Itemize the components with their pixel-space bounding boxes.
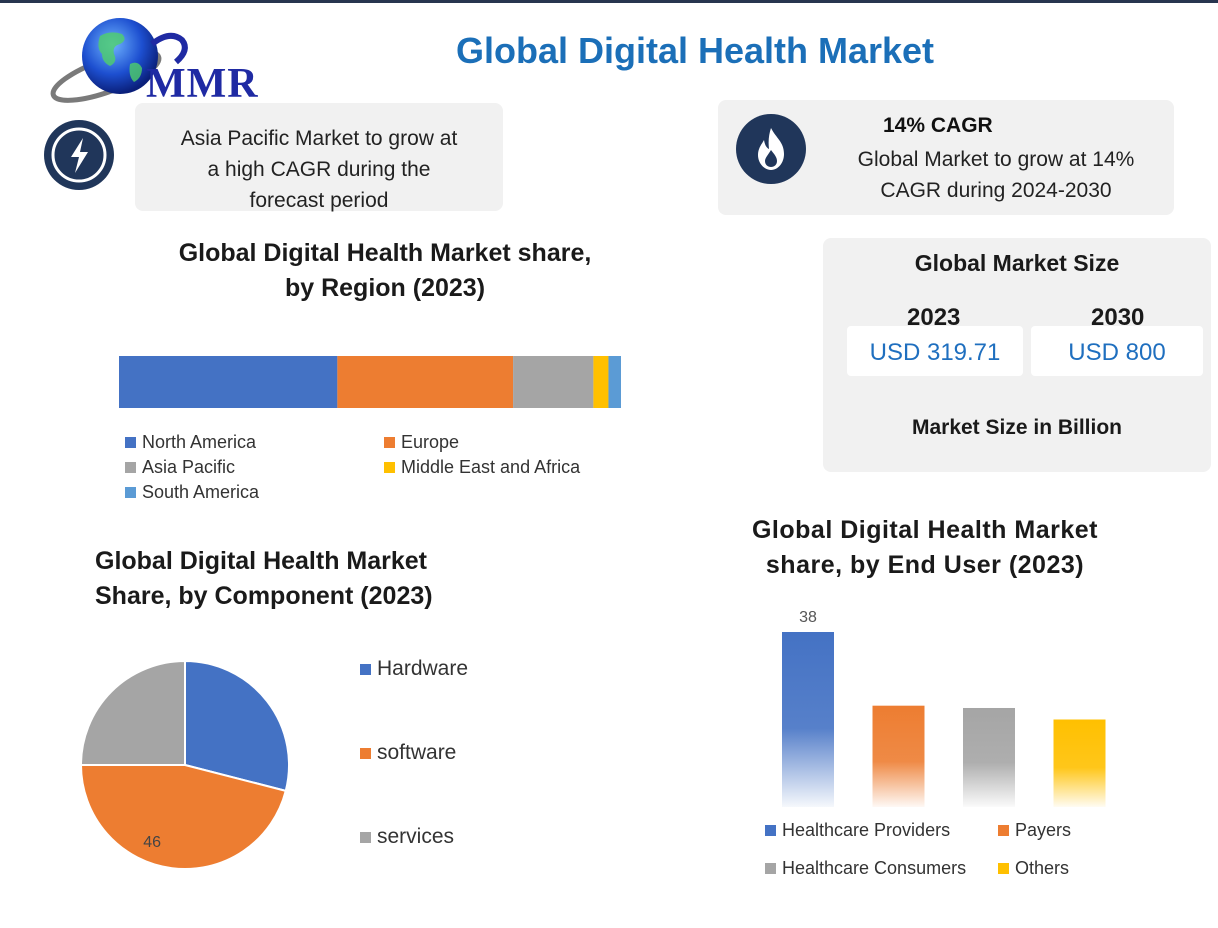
- market-size-card: Global Market Size 2023 2030 USD 319.71 …: [823, 238, 1211, 472]
- end-user-bar-payers: [872, 705, 925, 807]
- pie-data-label-software: 46: [143, 834, 161, 851]
- lightning-icon: [44, 120, 114, 190]
- info-line: forecast period: [249, 189, 389, 212]
- pie-slice-software: [79, 764, 287, 870]
- legend-label: services: [377, 825, 455, 848]
- legend-asia-pacific: Asia Pacific: [125, 457, 235, 478]
- legend-label: South America: [142, 482, 260, 502]
- info-line: a high CAGR during the: [207, 158, 431, 181]
- region-bar-segment-north-america: [119, 356, 338, 408]
- cagr-line: Global Market to grow at 14%: [857, 148, 1135, 171]
- legend-label: Payers: [1015, 820, 1072, 840]
- legend-swatch: [360, 664, 371, 675]
- legend-swatch: [765, 825, 776, 836]
- info-line: Asia Pacific Market to grow at: [180, 127, 458, 150]
- legend-south-america: South America: [125, 482, 259, 503]
- legend-label: Asia Pacific: [142, 457, 236, 477]
- logo-text: MMR: [146, 61, 259, 107]
- legend-swatch: [998, 863, 1009, 874]
- market-size-footnote: Market Size in Billion: [911, 416, 1123, 439]
- legend-swatch: [125, 487, 136, 498]
- market-value-2023: USD 319.71: [847, 326, 1023, 376]
- legend-label: Healthcare Consumers: [782, 858, 967, 878]
- component-chart-title: Global Digital Health Market Share, by C…: [95, 544, 475, 614]
- legend-healthcare-providers: Healthcare Providers: [765, 820, 950, 841]
- region-legend: North America Europe Asia Pacific Middle…: [125, 432, 625, 512]
- legend-hardware: Hardware: [360, 657, 468, 681]
- end-user-bar-chart: 38: [782, 609, 1106, 807]
- legend-software: software: [360, 741, 456, 765]
- cagr-title: 14% CAGR: [883, 114, 993, 137]
- legend-swatch: [360, 748, 371, 759]
- asia-pacific-info-text: Asia Pacific Market to grow at a high CA…: [135, 123, 503, 216]
- region-bar-segment-europe: [337, 356, 514, 408]
- component-title-line: Global Digital Health Market: [95, 547, 428, 575]
- region-bar-segment-south-america: [608, 356, 621, 408]
- legend-middle-east-africa: Middle East and Africa: [384, 457, 580, 478]
- globe-logo-icon: [50, 18, 188, 103]
- legend-services: services: [360, 825, 454, 849]
- legend-swatch: [384, 462, 395, 473]
- legend-swatch: [125, 462, 136, 473]
- component-title-line: Share, by Component (2023): [95, 582, 433, 610]
- cagr-line: CAGR during 2024-2030: [880, 179, 1112, 202]
- legend-swatch: [765, 863, 776, 874]
- end-user-title-line: Global Digital Health Market: [751, 516, 1098, 544]
- end-user-chart-title: Global Digital Health Market share, by E…: [720, 513, 1130, 583]
- region-bar-segment-asia-pacific: [513, 356, 594, 408]
- end-user-bar-healthcare-consumers: [963, 707, 1015, 807]
- legend-payers: Payers: [998, 820, 1071, 841]
- page-title: Global Digital Health Market: [455, 30, 935, 71]
- end-user-title-line: share, by End User (2023): [765, 551, 1085, 579]
- pie-slice-services: [79, 659, 186, 766]
- region-title-line: by Region (2023): [284, 274, 486, 302]
- market-value-2030: USD 800: [1031, 326, 1203, 376]
- market-size-title: Global Market Size: [914, 250, 1120, 276]
- component-legend: Hardware software services: [360, 655, 560, 855]
- legend-north-america: North America: [125, 432, 256, 453]
- legend-swatch: [384, 437, 395, 448]
- end-user-data-label-healthcare-providers: 38: [799, 609, 817, 626]
- region-title-line: Global Digital Health Market share,: [178, 239, 592, 267]
- cagr-text: Global Market to grow at 14% CAGR during…: [836, 144, 1156, 206]
- region-bar-segment-middle-east-and-africa: [593, 356, 609, 408]
- legend-label: Middle East and Africa: [401, 457, 581, 477]
- component-pie-chart: 46: [79, 659, 290, 870]
- mmr-logo: MMR: [48, 14, 288, 109]
- legend-label: software: [377, 741, 457, 764]
- pie-slice-hardware: [184, 659, 290, 793]
- legend-swatch: [998, 825, 1009, 836]
- region-stacked-bar-chart: [119, 356, 621, 408]
- legend-label: Europe: [401, 432, 460, 452]
- end-user-bar-healthcare-providers: [782, 632, 834, 807]
- legend-europe: Europe: [384, 432, 459, 453]
- legend-swatch: [125, 437, 136, 448]
- legend-others: Others: [998, 858, 1069, 879]
- legend-label: North America: [142, 432, 257, 452]
- legend-label: Healthcare Providers: [782, 820, 951, 840]
- end-user-legend: Healthcare Providers Payers Healthcare C…: [765, 820, 1125, 890]
- legend-healthcare-consumers: Healthcare Consumers: [765, 858, 966, 879]
- asia-pacific-info-card: Asia Pacific Market to grow at a high CA…: [135, 103, 503, 212]
- end-user-bar-others: [1053, 719, 1106, 807]
- region-chart-title: Global Digital Health Market share, by R…: [150, 236, 620, 306]
- flame-icon: [736, 114, 806, 184]
- legend-label: Hardware: [377, 657, 469, 680]
- legend-label: Others: [1015, 858, 1070, 878]
- legend-swatch: [360, 832, 371, 843]
- top-border: [0, 0, 1218, 3]
